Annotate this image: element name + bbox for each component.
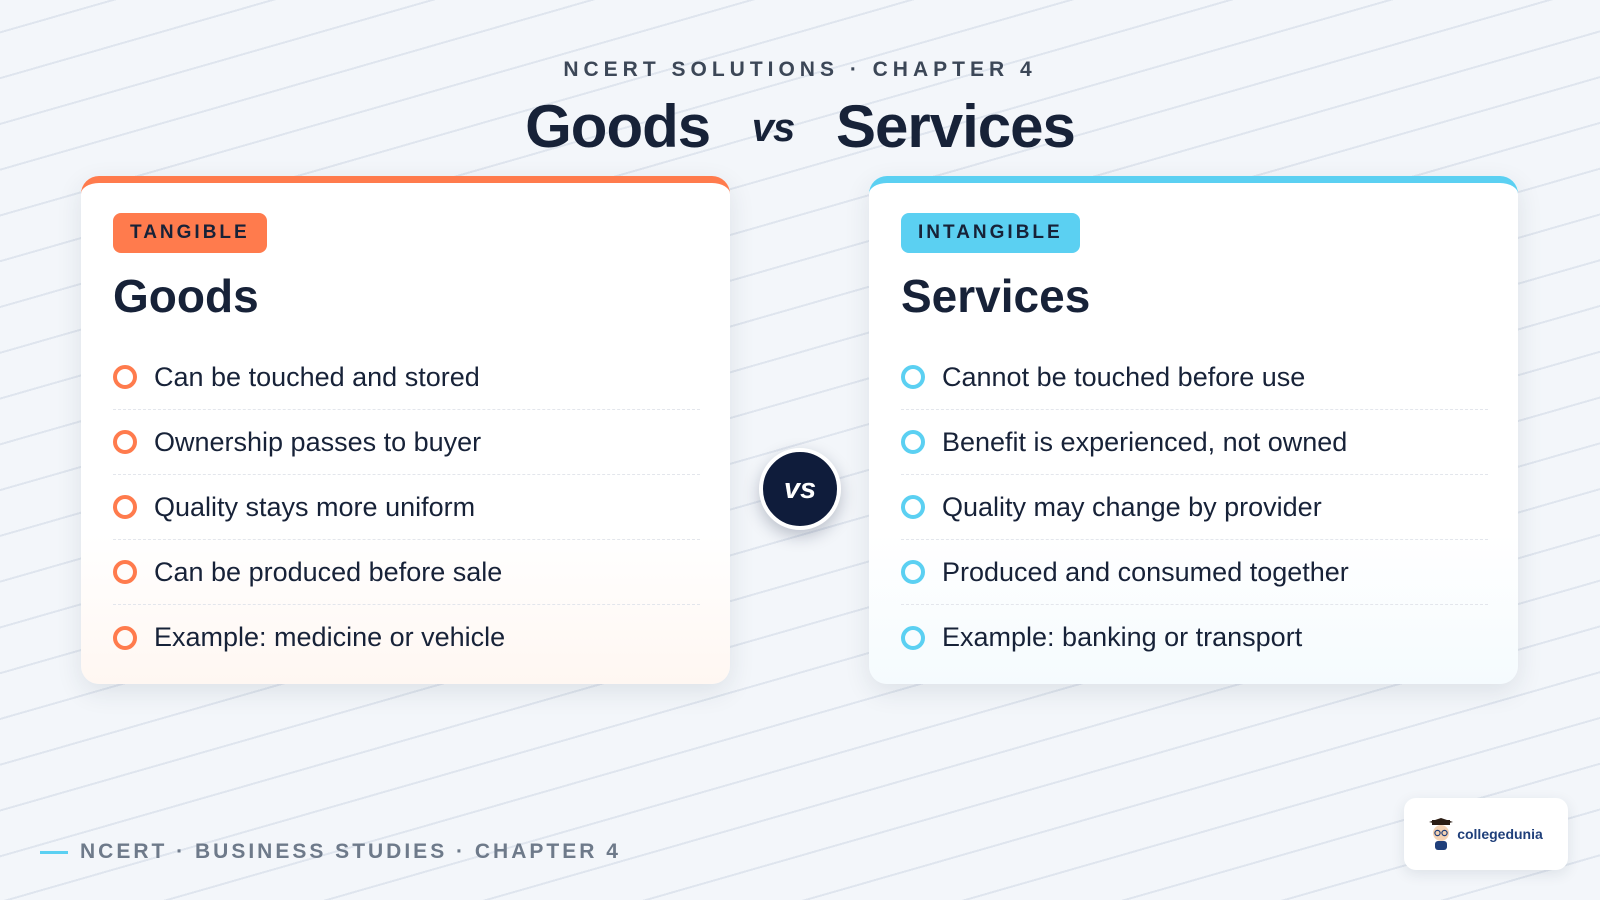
list-item-text: Example: banking or transport	[942, 622, 1303, 652]
list-item-text: Quality stays more uniform	[154, 491, 476, 522]
goods-card: TANGIBLE Goods Can be touched and stored…	[81, 176, 730, 684]
list-item-text: Example: medicine or vehicle	[154, 622, 506, 652]
circle-bullet-icon	[901, 495, 925, 519]
circle-bullet-icon	[113, 365, 137, 389]
list-item-text: Can be touched and stored	[154, 361, 480, 392]
circle-bullet-icon	[901, 625, 925, 650]
circle-bullet-icon	[901, 365, 925, 389]
services-list: Cannot be touched before use Benefit is …	[901, 345, 1488, 670]
logo-text: collegedunia	[1457, 826, 1543, 842]
list-item-text: Benefit is experienced, not owned	[942, 426, 1348, 457]
page-title: Goods vs Services	[0, 92, 1600, 161]
list-item-text: Cannot be touched before use	[942, 361, 1306, 392]
title-vs: vs	[751, 106, 795, 150]
circle-bullet-icon	[901, 430, 925, 454]
mascot-icon	[1429, 818, 1454, 850]
list-item: Produced and consumed together	[901, 540, 1488, 605]
title-services: Services	[835, 93, 1076, 160]
circle-bullet-icon	[113, 625, 137, 650]
circle-bullet-icon	[113, 495, 137, 519]
tangible-badge: TANGIBLE	[113, 213, 267, 253]
vs-badge: vs	[759, 448, 841, 530]
services-card: INTANGIBLE Services Cannot be touched be…	[869, 176, 1518, 684]
list-item: Example: medicine or vehicle	[113, 605, 700, 670]
list-item: Cannot be touched before use	[901, 345, 1488, 410]
collegedunia-logo[interactable]: collegedunia	[1404, 798, 1568, 870]
list-item: Example: banking or transport	[901, 605, 1488, 670]
list-item: Quality stays more uniform	[113, 475, 700, 540]
circle-bullet-icon	[113, 430, 137, 454]
title-goods: Goods	[525, 93, 711, 160]
list-item: Quality may change by provider	[901, 475, 1488, 540]
circle-bullet-icon	[901, 560, 925, 584]
list-item: Can be touched and stored	[113, 345, 700, 410]
list-item-text: Produced and consumed together	[942, 556, 1349, 587]
services-card-title: Services	[901, 270, 1091, 322]
eyebrow-title: NCERT SOLUTIONS · CHAPTER 4	[563, 58, 1037, 81]
footer-accent-line	[40, 850, 68, 854]
circle-bullet-icon	[113, 560, 137, 584]
list-item-text: Quality may change by provider	[942, 491, 1322, 522]
list-item: Benefit is experienced, not owned	[901, 410, 1488, 475]
footer: NCERT · BUSINESS STUDIES · CHAPTER 4	[40, 840, 621, 864]
intangible-badge: INTANGIBLE	[901, 213, 1080, 253]
footer-text: NCERT · BUSINESS STUDIES · CHAPTER 4	[80, 840, 621, 863]
list-item-text: Ownership passes to buyer	[154, 426, 482, 457]
list-item-text: Can be produced before sale	[154, 556, 503, 587]
list-item: Can be produced before sale	[113, 540, 700, 605]
goods-card-title: Goods	[113, 270, 259, 322]
goods-list: Can be touched and stored Ownership pass…	[113, 345, 700, 670]
list-item: Ownership passes to buyer	[113, 410, 700, 475]
